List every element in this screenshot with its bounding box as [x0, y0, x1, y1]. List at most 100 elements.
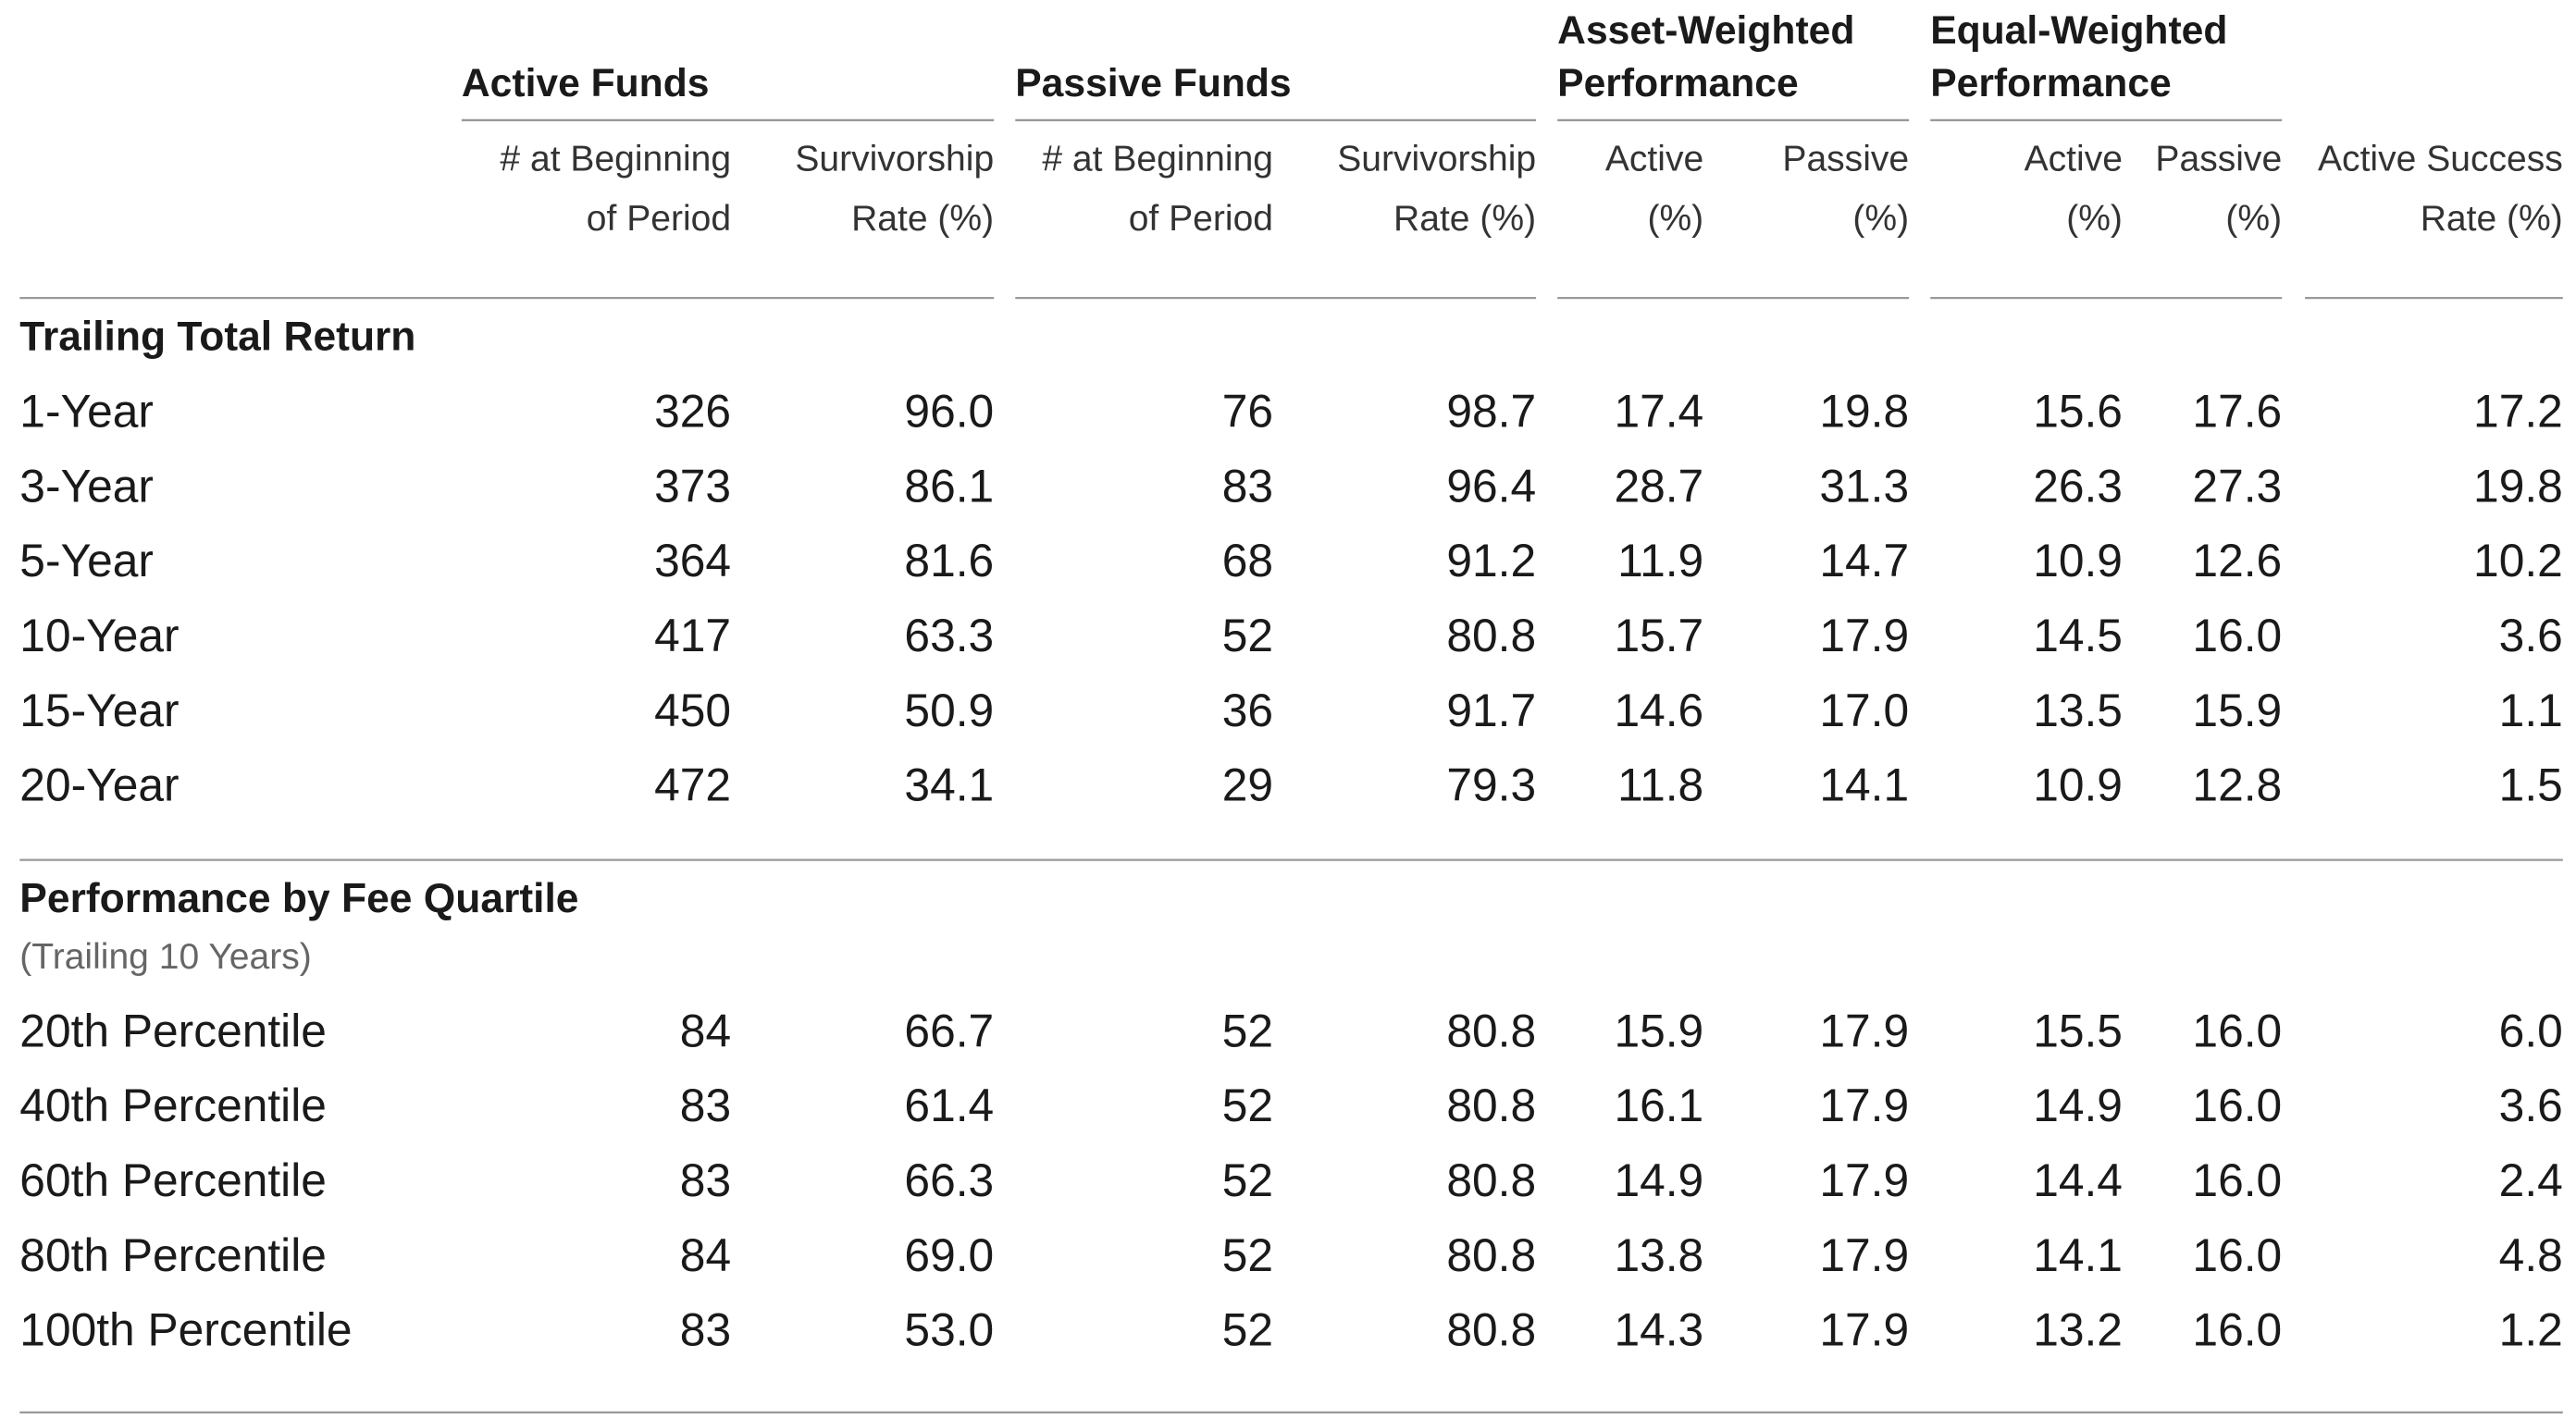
- column-header: Survivorship: [1337, 140, 1536, 179]
- cell-value: 14.1: [1819, 759, 1909, 811]
- cell-value: 17.6: [2192, 386, 2282, 438]
- cell-value: 96.0: [904, 386, 994, 438]
- cell-value: 17.0: [1819, 685, 1909, 736]
- cell-value: 14.9: [1614, 1154, 1703, 1206]
- cell-value: 17.9: [1819, 1080, 1909, 1131]
- cell-value: 36: [1222, 685, 1273, 736]
- cell-value: 98.7: [1446, 386, 1536, 438]
- cell-value: 3.6: [2499, 610, 2563, 661]
- cell-value: 52: [1222, 1154, 1273, 1206]
- section-title: Performance by Fee Quartile: [19, 876, 578, 921]
- cell-value: 81.6: [904, 535, 994, 586]
- cell-value: 80.8: [1446, 610, 1536, 661]
- cell-value: 61.4: [904, 1080, 994, 1131]
- row-label: 3-Year: [19, 460, 154, 512]
- cell-value: 76: [1222, 386, 1273, 438]
- cell-value: 80.8: [1446, 1080, 1536, 1131]
- cell-value: 10.9: [2033, 535, 2123, 586]
- cell-value: 83: [1222, 460, 1273, 512]
- column-header: (%): [2066, 199, 2123, 239]
- cell-value: 11.8: [1617, 759, 1703, 811]
- cell-value: 80.8: [1446, 1304, 1536, 1356]
- column-header: Rate (%): [851, 199, 994, 239]
- cell-value: 450: [654, 685, 731, 736]
- cell-value: 17.9: [1819, 610, 1909, 661]
- cell-value: 11.9: [1617, 535, 1703, 586]
- cell-value: 13.2: [2033, 1304, 2123, 1356]
- column-header: Rate (%): [1393, 199, 1536, 239]
- column-header: Active Success: [2318, 140, 2563, 179]
- cell-value: 83: [680, 1304, 731, 1356]
- row-label: 20-Year: [19, 759, 179, 811]
- column-header: Passive: [1782, 140, 1909, 179]
- cell-value: 15.9: [2192, 685, 2282, 736]
- cell-value: 80.8: [1446, 1005, 1536, 1056]
- group-header: Performance: [1930, 61, 2171, 105]
- column-header: Active: [2025, 140, 2123, 179]
- cell-value: 83: [680, 1080, 731, 1131]
- cell-value: 373: [654, 460, 731, 512]
- cell-value: 15.6: [2033, 386, 2123, 438]
- group-header: Performance: [1557, 61, 1798, 105]
- cell-value: 16.0: [2192, 1229, 2282, 1281]
- cell-value: 52: [1222, 1080, 1273, 1131]
- cell-value: 17.4: [1614, 386, 1703, 438]
- column-header: Rate (%): [2421, 199, 2563, 239]
- cell-value: 96.4: [1446, 460, 1536, 512]
- cell-value: 6.0: [2499, 1005, 2563, 1056]
- cell-value: 16.0: [2192, 1304, 2282, 1356]
- cell-value: 17.9: [1819, 1229, 1909, 1281]
- cell-value: 52: [1222, 1229, 1273, 1281]
- cell-value: 28.7: [1614, 460, 1703, 512]
- cell-value: 26.3: [2033, 460, 2123, 512]
- cell-value: 16.1: [1614, 1080, 1703, 1131]
- cell-value: 15.7: [1614, 610, 1703, 661]
- cell-value: 69.0: [904, 1229, 994, 1281]
- cell-value: 53.0: [904, 1304, 994, 1356]
- group-header: Equal-Weighted: [1930, 8, 2227, 53]
- cell-value: 12.6: [2192, 535, 2282, 586]
- cell-value: 27.3: [2192, 460, 2282, 512]
- column-header: # at Beginning: [500, 140, 731, 179]
- cell-value: 52: [1222, 1304, 1273, 1356]
- cell-value: 52: [1222, 1005, 1273, 1056]
- cell-value: 15.5: [2033, 1005, 2123, 1056]
- section-note: (Trailing 10 Years): [19, 937, 311, 977]
- column-header: (%): [1852, 199, 1909, 239]
- cell-value: 17.9: [1819, 1154, 1909, 1206]
- cell-value: 17.9: [1819, 1005, 1909, 1056]
- row-label: 5-Year: [19, 535, 154, 586]
- cell-value: 17.2: [2473, 386, 2563, 438]
- cell-value: 417: [654, 610, 731, 661]
- row-label: 15-Year: [19, 685, 179, 736]
- cell-value: 79.3: [1446, 759, 1536, 811]
- cell-value: 14.3: [1614, 1304, 1703, 1356]
- cell-value: 4.8: [2499, 1229, 2563, 1281]
- column-header: (%): [1647, 199, 1703, 239]
- cell-value: 66.3: [904, 1154, 994, 1206]
- cell-value: 14.7: [1819, 535, 1909, 586]
- cell-value: 86.1: [904, 460, 994, 512]
- cell-value: 1.1: [2499, 685, 2563, 736]
- cell-value: 50.9: [904, 685, 994, 736]
- cell-value: 68: [1222, 535, 1273, 586]
- group-header: Active Funds: [462, 61, 710, 105]
- cell-value: 14.1: [2033, 1229, 2123, 1281]
- cell-value: 14.6: [1614, 685, 1703, 736]
- row-label: 40th Percentile: [19, 1080, 327, 1131]
- column-header: of Period: [1129, 199, 1273, 239]
- column-header: Active: [1605, 140, 1703, 179]
- cell-value: 14.5: [2033, 610, 2123, 661]
- cell-value: 91.2: [1446, 535, 1536, 586]
- cell-value: 10.2: [2473, 535, 2563, 586]
- cell-value: 15.9: [1614, 1005, 1703, 1056]
- column-header: of Period: [587, 199, 731, 239]
- cell-value: 52: [1222, 610, 1273, 661]
- cell-value: 14.4: [2033, 1154, 2123, 1206]
- cell-value: 63.3: [904, 610, 994, 661]
- column-header: # at Beginning: [1042, 140, 1273, 179]
- row-label: 60th Percentile: [19, 1154, 327, 1206]
- cell-value: 13.5: [2033, 685, 2123, 736]
- cell-value: 84: [680, 1229, 731, 1281]
